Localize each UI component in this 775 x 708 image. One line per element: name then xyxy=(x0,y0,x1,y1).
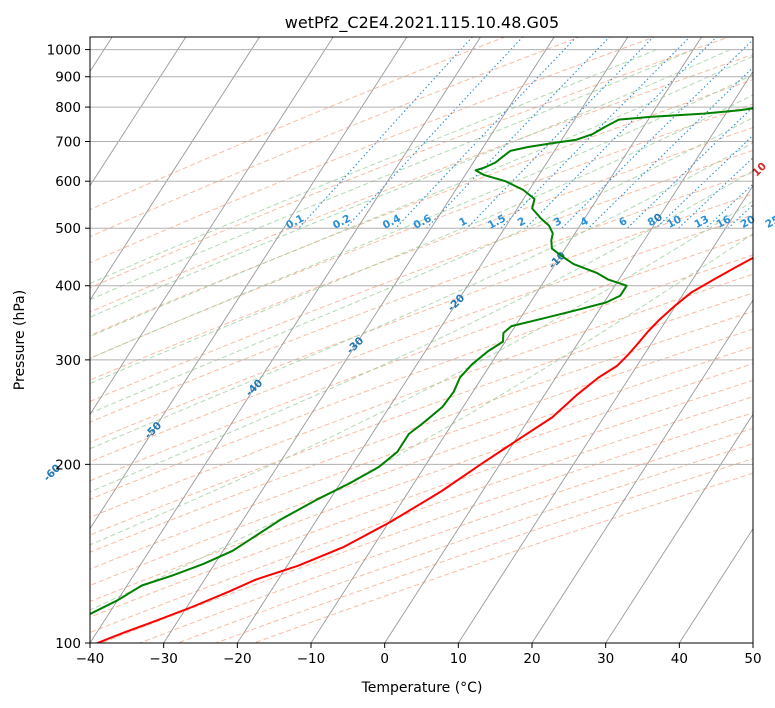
axis-ticks: −40 −30 −20 −10 0 10 20 30 40 50 100 200 300 400 500 60… xyxy=(47,43,762,667)
moist-adiabat-line xyxy=(90,49,731,318)
isotherm-line xyxy=(90,37,481,643)
x-axis-label: Temperature (°C) xyxy=(361,680,483,696)
isotherm-line xyxy=(163,37,555,643)
dry-adiabat-line xyxy=(90,149,753,402)
chart-title: wetPf2_C2E4.2021.115.10.48.G05 xyxy=(285,13,559,33)
y-tick-label: 300 xyxy=(55,353,81,369)
y-tick-label: 900 xyxy=(55,70,81,86)
moist-adiabat-line xyxy=(90,200,753,546)
moist-adiabat-line xyxy=(90,170,753,493)
x-tick-label: 10 xyxy=(450,651,467,667)
moist-adiabat-line xyxy=(90,49,694,301)
moist-adiabat-line xyxy=(90,49,657,285)
isotherm-line xyxy=(90,37,260,301)
x-tick-label: −10 xyxy=(297,651,326,667)
x-tick-label: 40 xyxy=(671,651,688,667)
x-tick-label: 20 xyxy=(523,651,540,667)
dry-adiabat-line xyxy=(90,363,753,602)
y-tick-label: 200 xyxy=(55,457,81,473)
dry-adiabat-line xyxy=(90,379,753,618)
y-tick-label: 100 xyxy=(55,636,81,652)
moist-adiabat-line xyxy=(90,233,753,611)
y-tick-label: 800 xyxy=(55,100,81,116)
y-tick-label: 1000 xyxy=(47,43,81,59)
mixing-ratio-label: 25 xyxy=(763,213,775,230)
plot-frame xyxy=(89,36,754,644)
x-tick-label: 30 xyxy=(597,651,614,667)
isotherm-line xyxy=(678,527,753,643)
y-tick-label: 700 xyxy=(55,134,81,150)
sounding-profiles xyxy=(90,107,753,643)
moist-adiabat-line xyxy=(90,142,753,450)
y-axis-label: Pressure (hPa) xyxy=(12,290,28,390)
y-tick-label: 500 xyxy=(55,221,81,237)
x-tick-label: −30 xyxy=(149,651,178,667)
y-tick-label: 600 xyxy=(55,174,81,190)
isotherm-line xyxy=(90,37,187,187)
isotherm-line xyxy=(90,37,408,530)
dry-adiabat-line xyxy=(90,328,753,570)
isotherm-line xyxy=(605,413,753,643)
x-tick-label: −20 xyxy=(223,651,252,667)
plot-area-lines xyxy=(90,37,753,643)
moist-adiabat-line xyxy=(90,94,753,385)
x-tick-label: 50 xyxy=(744,651,761,667)
isotherm-line xyxy=(236,37,629,643)
isotherm-line xyxy=(531,299,753,643)
x-tick-label: −40 xyxy=(76,651,105,667)
isotherm-line xyxy=(310,37,702,643)
isotherm-line xyxy=(457,184,753,643)
y-tick-label: 400 xyxy=(55,279,81,295)
moist-adiabat-line xyxy=(90,55,753,338)
x-tick-label: 0 xyxy=(380,651,389,667)
temperature-profile-line xyxy=(97,256,753,643)
dewpoint-profile-line xyxy=(90,107,753,616)
isotherm-line xyxy=(384,70,753,643)
moist-adiabat-line xyxy=(90,116,753,414)
isotherm-line xyxy=(90,37,334,416)
